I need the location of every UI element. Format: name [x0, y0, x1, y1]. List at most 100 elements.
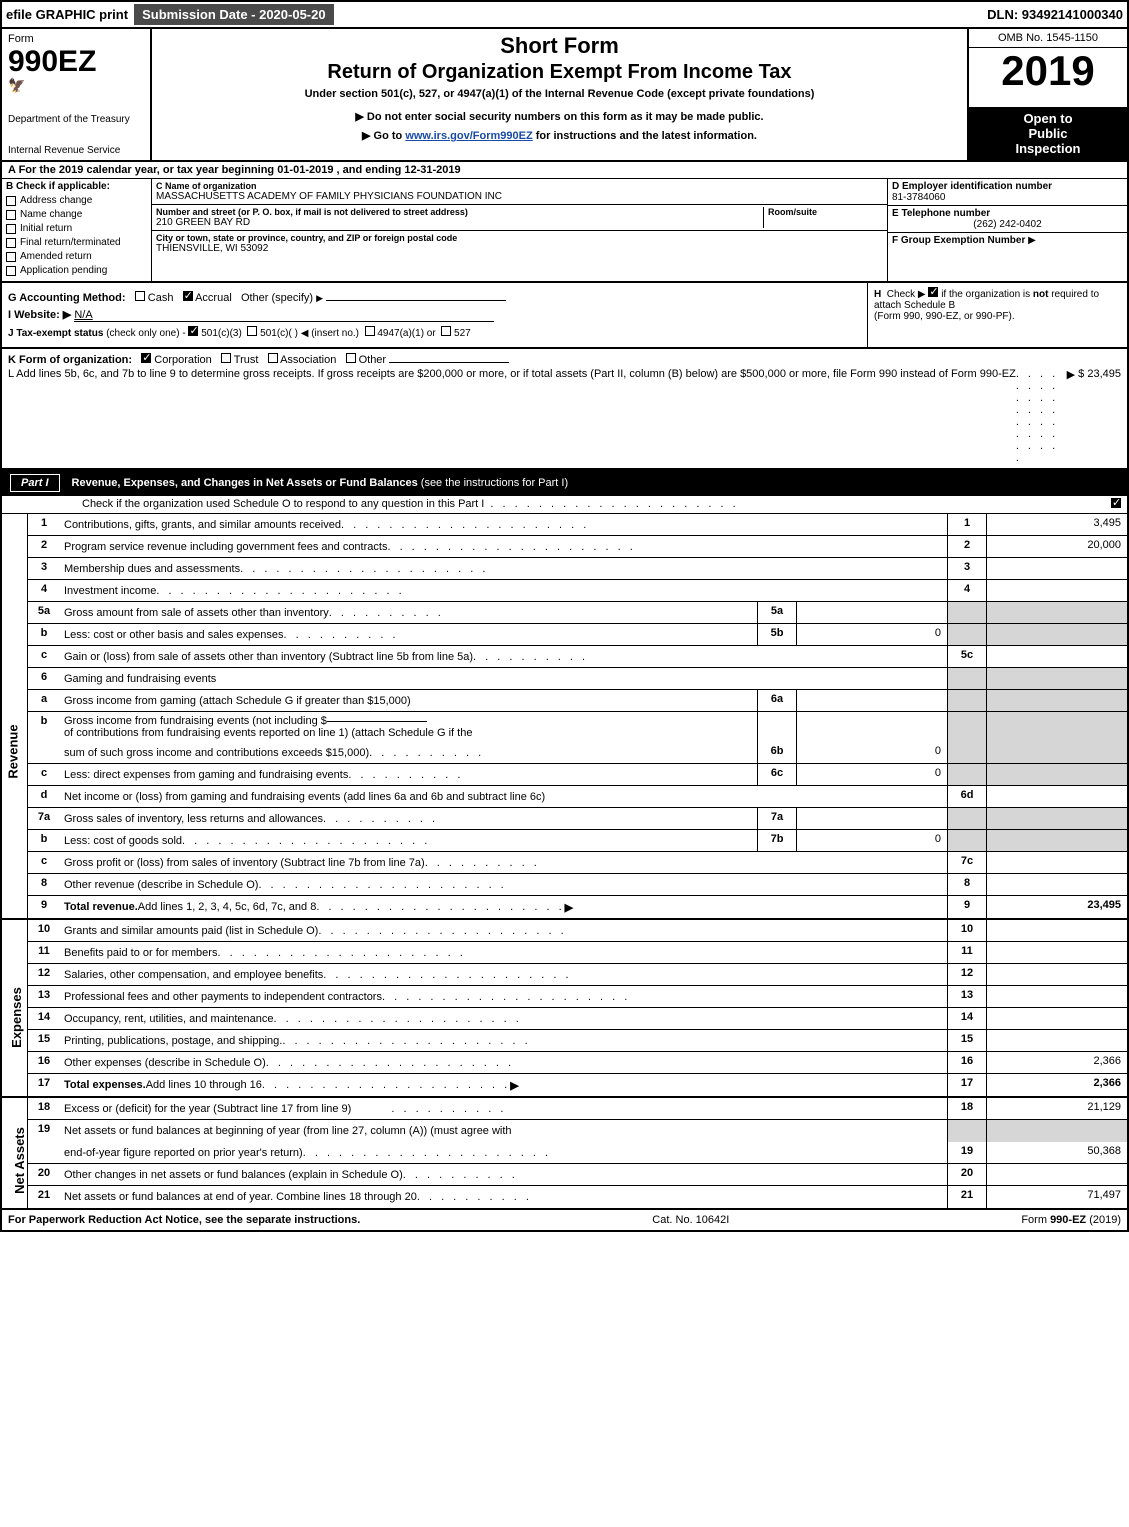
line-7b-rn [947, 830, 987, 851]
form-footer-code: 990-EZ [1050, 1214, 1086, 1226]
box-b-label: B Check if applicable: [6, 181, 147, 192]
chk-schedule-b-not-required[interactable] [928, 287, 938, 297]
line-6-num: 6 [28, 668, 60, 689]
chk-corp[interactable] [141, 353, 151, 363]
kl-block: K Form of organization: Corporation Trus… [0, 349, 1129, 470]
line-2-num: 2 [28, 536, 60, 557]
chk-501c3[interactable] [188, 326, 198, 336]
box-h: H Check ▶ if the organization is not req… [867, 283, 1127, 347]
revenue-side-label: Revenue [2, 514, 28, 918]
line-4-num: 4 [28, 580, 60, 601]
part-1-title: Revenue, Expenses, and Changes in Net As… [72, 477, 569, 489]
accounting-website-block: G Accounting Method: Cash Accrual Other … [0, 283, 1129, 349]
line-7a-num: 7a [28, 808, 60, 829]
line-6d-desc: Net income or (loss) from gaming and fun… [64, 791, 545, 803]
chk-other-org[interactable] [346, 353, 356, 363]
box-h-text4: (Form 990, 990-EZ, or 990-PF). [874, 311, 1121, 322]
chk-final-return[interactable] [6, 238, 16, 248]
chk-address-change[interactable] [6, 196, 16, 206]
under-section: Under section 501(c), 527, or 4947(a)(1)… [160, 88, 959, 100]
chk-4947a1[interactable] [365, 326, 375, 336]
chk-initial-return[interactable] [6, 224, 16, 234]
line-2-rn: 2 [947, 536, 987, 557]
line-18-num: 18 [28, 1098, 60, 1119]
line-17-desc2: Add lines 10 through 16 [146, 1079, 262, 1091]
line-11-num: 11 [28, 942, 60, 963]
line-6b-contrib-amount[interactable] [327, 721, 427, 722]
revenue-side-text: Revenue [6, 724, 21, 778]
other-org-input[interactable] [389, 362, 509, 363]
line-a-taxyear: A For the 2019 calendar year, or tax yea… [0, 162, 1129, 179]
other-org-label: Other [359, 354, 387, 366]
netassets-side-label: Net Assets [2, 1098, 28, 1208]
line-5c-rv [987, 646, 1127, 667]
chk-name-change[interactable] [6, 210, 16, 220]
irs-link[interactable]: www.irs.gov/Form990EZ [405, 130, 532, 142]
chk-application-pending[interactable] [6, 266, 16, 276]
chk-501c[interactable] [247, 326, 257, 336]
501c3-label: 501(c)(3) [201, 328, 242, 339]
line-20-num: 20 [28, 1164, 60, 1185]
line-5a-num: 5a [28, 602, 60, 623]
501c-insert: ◀ (insert no.) [301, 328, 359, 339]
line-6b-rv [987, 742, 1127, 763]
chk-527[interactable] [441, 326, 451, 336]
line-5c-rn: 5c [947, 646, 987, 667]
part-1-check-text: Check if the organization used Schedule … [82, 498, 484, 511]
line-5c-desc: Gain or (loss) from sale of assets other… [64, 651, 473, 663]
line-20-desc: Other changes in net assets or fund bala… [64, 1169, 403, 1181]
form-year-box: OMB No. 1545-1150 2019 Open to Public In… [967, 29, 1127, 160]
chk-assoc[interactable] [268, 353, 278, 363]
line-9-desc: Total revenue. [64, 901, 138, 913]
chk-trust[interactable] [221, 353, 231, 363]
line-14-desc: Occupancy, rent, utilities, and maintena… [64, 1013, 274, 1025]
line-9-rn: 9 [947, 896, 987, 918]
box-c: C Name of organization MASSACHUSETTS ACA… [152, 179, 887, 281]
chk-application-pending-label: Application pending [20, 265, 107, 276]
line-7c-num: c [28, 852, 60, 873]
line-14-num: 14 [28, 1008, 60, 1029]
line-15-rv [987, 1030, 1127, 1051]
chk-schedule-o-used[interactable] [1111, 498, 1121, 508]
line-6-desc: Gaming and fundraising events [64, 673, 216, 685]
tax-year-big: 2019 [969, 48, 1127, 94]
chk-initial-return-label: Initial return [20, 223, 72, 234]
line-6b-desc2: of contributions from fundraising events… [64, 727, 472, 739]
part-1-header: Part I Revenue, Expenses, and Changes in… [0, 470, 1129, 496]
line-4-rn: 4 [947, 580, 987, 601]
box-b: B Check if applicable: Address change Na… [2, 179, 152, 281]
submission-date-badge: Submission Date - 2020-05-20 [134, 4, 334, 25]
line-12-desc: Salaries, other compensation, and employ… [64, 969, 323, 981]
line-16-rn: 16 [947, 1052, 987, 1073]
line-21-rn: 21 [947, 1186, 987, 1208]
line-14-rv [987, 1008, 1127, 1029]
line-3-num: 3 [28, 558, 60, 579]
efile-label: efile GRAPHIC print [6, 7, 128, 22]
line-5a-rn [947, 602, 987, 623]
other-specify-input[interactable] [326, 300, 506, 301]
expenses-side-text: Expenses [9, 987, 24, 1048]
chk-amended-return-label: Amended return [20, 251, 92, 262]
chk-cash[interactable] [135, 291, 145, 301]
ein-label: D Employer identification number [892, 181, 1123, 192]
form-code: 990EZ [8, 47, 144, 77]
line-7b-num: b [28, 830, 60, 851]
line-16-desc: Other expenses (describe in Schedule O) [64, 1057, 266, 1069]
line-6b-sv: 0 [797, 742, 947, 763]
chk-accrual[interactable] [183, 291, 193, 301]
part-1-title-note: (see the instructions for Part I) [421, 477, 568, 489]
chk-amended-return[interactable] [6, 252, 16, 262]
chk-address-change-label: Address change [20, 195, 92, 206]
line-13-rv [987, 986, 1127, 1007]
other-arrow-icon [316, 292, 323, 304]
line-6a-desc: Gross income from gaming (attach Schedul… [64, 695, 411, 707]
line-6b-sb-shade [757, 712, 797, 742]
net-assets-table: Net Assets 18Excess or (deficit) for the… [0, 1098, 1129, 1210]
line-20-rv [987, 1164, 1127, 1185]
do-not-enter-note: Do not enter social security numbers on … [160, 110, 959, 123]
line-7c-rv [987, 852, 1127, 873]
form-of-org-label: K Form of organization: [8, 354, 132, 366]
chk-name-change-label: Name change [20, 209, 82, 220]
line-6-rn [947, 668, 987, 689]
line-11-rv [987, 942, 1127, 963]
